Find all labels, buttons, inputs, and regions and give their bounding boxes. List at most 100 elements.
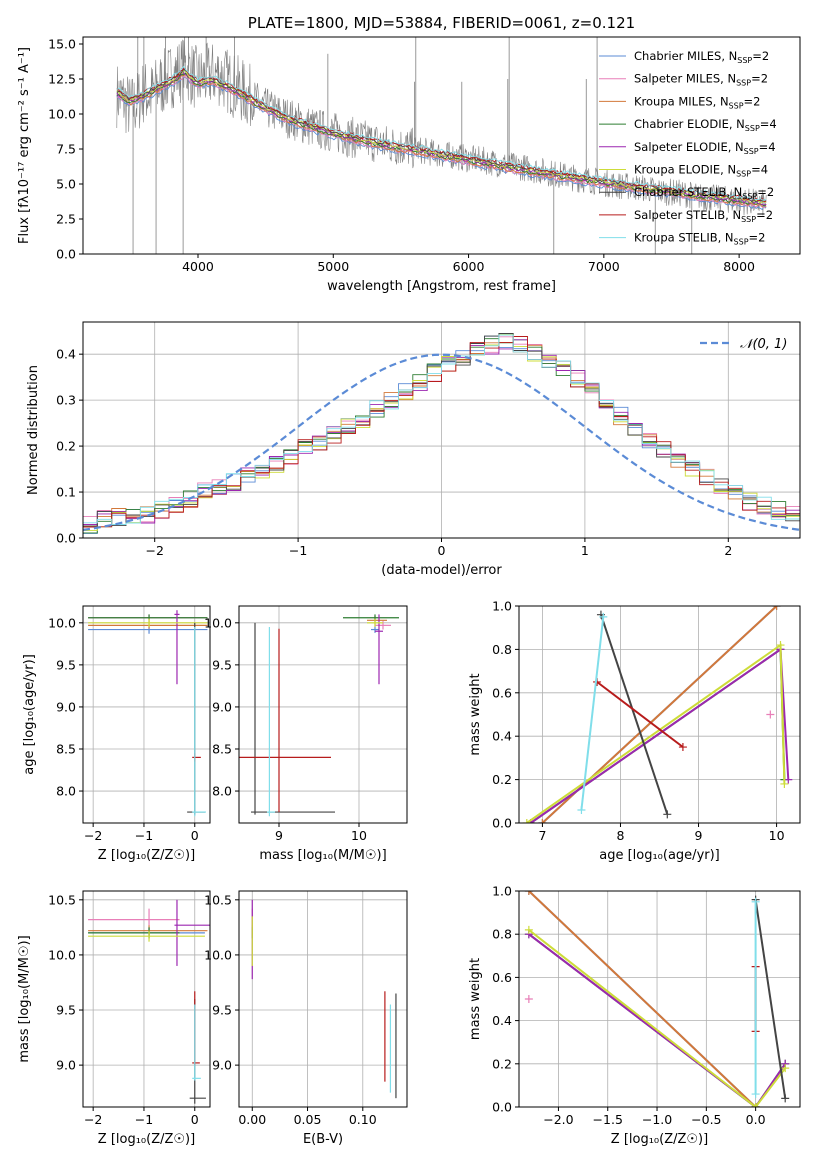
model-line-kroupa-miles (116, 74, 767, 208)
legend-label: Kroupa ELODIE, N (634, 163, 736, 177)
z-age-frame (82, 605, 211, 824)
x-tick-label: 0.10 (349, 1112, 377, 1127)
errorbar-salpeter-stelib (239, 628, 331, 813)
z-mass-axes: −2 −1 0 9.0 9.5 10.0 10.5 Z [log₁₀(Z/Z☉)] mass [… (17, 891, 210, 1147)
y-tick-label: 0.6 (492, 970, 512, 985)
errorbar-kroupa-elodie (367, 618, 383, 628)
x-tick-label: 9 (695, 828, 703, 843)
errorbar-salpeter-miles (88, 614, 208, 623)
legend-label: Salpeter MILES, N (634, 72, 736, 86)
weight-marker (766, 710, 775, 719)
x-tick-label: 0 (191, 828, 199, 843)
y-tick-label: 0.3 (56, 393, 76, 408)
x-axis-label: age [log₁₀(age/yr)] (599, 848, 720, 863)
legend-entry: Kroupa ELODIE, NSSP=4 (634, 163, 768, 179)
errorbar-chabrier-miles (88, 625, 208, 634)
errorbar-chabrier-stelib (251, 622, 335, 815)
x-axis-label: wavelength [Angstrom, rest frame] (327, 279, 556, 294)
x-tick-label: −1 (135, 828, 153, 843)
x-tick-label: 8000 (723, 259, 755, 274)
y-tick-label: 5.0 (56, 177, 76, 192)
weight-marker (781, 1094, 790, 1103)
residuals-grid (83, 322, 800, 539)
legend-sub: SSP (736, 79, 751, 88)
y-tick-label: 0.4 (492, 729, 512, 744)
y-tick-label: 8.5 (56, 741, 76, 756)
x-tick-label: 5000 (317, 259, 349, 274)
y-tick-label: 8.0 (212, 784, 232, 799)
errorbar-kroupa-miles (88, 925, 208, 937)
histogram-kroupa-stelib (83, 334, 800, 538)
ebv-mass-grid (239, 891, 407, 1107)
age-weight-plot-area (522, 606, 793, 823)
x-tick-label: −1.5 (593, 1112, 623, 1127)
y-tick-label: 10.0 (48, 615, 76, 630)
residuals-axes: −2 −1 0 1 2 0.0 0.1 0.2 0.3 0.4 (data-model)/error… (26, 322, 800, 578)
errorbar-salpeter-stelib (192, 753, 201, 762)
legend-tail: =2 (751, 72, 768, 86)
weight-marker (678, 743, 687, 752)
legend-entry: Kroupa STELIB, NSSP=2 (634, 231, 765, 247)
y-axis-label: age [log₁₀(age/yr)] (22, 654, 37, 775)
y-tick-label: 9.0 (212, 699, 232, 714)
y-tick-label: 9.0 (56, 699, 76, 714)
weight-series-salpeter-stelib (593, 677, 687, 752)
weight-series-salpeter-miles (766, 710, 775, 719)
legend-label: Chabrier ELODIE, N (634, 117, 745, 131)
legend-tail: =2 (757, 185, 774, 199)
weight-marker (772, 606, 781, 610)
y-tick-label: 10.0 (48, 107, 76, 122)
x-tick-label: −1 (289, 543, 307, 558)
legend-entry: Chabrier MILES, NSSP=2 (634, 49, 769, 65)
y-tick-label: 1.0 (492, 599, 512, 614)
weight-marker (751, 1103, 760, 1107)
y-axis-label: mass weight (468, 958, 483, 1040)
legend-sub: SSP (742, 192, 757, 201)
y-tick-label: 8.0 (56, 784, 76, 799)
legend-entry: 𝒩(0, 1) (740, 337, 787, 352)
y-tick-label: 9.5 (56, 657, 76, 672)
legend-entry: Salpeter ELODIE, NSSP=4 (634, 140, 776, 156)
y-tick-label: 0.6 (492, 685, 512, 700)
z-weight-axes: −2.0 −1.5 −1.0 −0.5 0.0 0.0 0.2 0.4 0.6 0.8 1.0 Z [… (468, 884, 800, 1147)
x-tick-label: 10 (351, 828, 367, 843)
legend-label: Salpeter STELIB, N (634, 208, 741, 222)
mass-age-plot-area (239, 614, 399, 817)
z-mass-plot-area (88, 899, 210, 1104)
ebv-mass-frame (238, 890, 408, 1108)
x-tick-label: 0 (438, 543, 446, 558)
ebv-mass-plot-area (251, 899, 397, 1099)
x-tick-label: 9 (275, 828, 283, 843)
legend-label: Kroupa MILES, N (634, 94, 729, 108)
legend-tail: =2 (749, 231, 766, 245)
x-tick-label: −1 (135, 1112, 153, 1127)
x-tick-label: 8 (616, 828, 624, 843)
legend-sub: SSP (745, 124, 760, 133)
legend-label: Kroupa STELIB, N (634, 231, 734, 245)
y-tick-label: 0.0 (56, 247, 76, 262)
legend-entry: Salpeter STELIB, NSSP=2 (634, 208, 773, 224)
legend-tail: =4 (760, 117, 777, 131)
legend-entry: Kroupa MILES, NSSP=2 (634, 94, 760, 110)
weight-marker (524, 925, 533, 934)
y-tick-label: 8.5 (212, 741, 232, 756)
errorbar-salpeter-elodie (375, 614, 383, 685)
weight-series-kroupa-miles (524, 891, 760, 1107)
chart-title: PLATE=1800, MJD=53884, FIBERID=0061, z=0… (248, 14, 635, 32)
x-tick-label: 7 (538, 828, 546, 843)
x-axis-label: Z [log₁₀(Z/Z☉)] (611, 1132, 708, 1147)
age-weight-axes: 7 8 9 10 0.0 0.2 0.4 0.6 0.8 1.0 age [log₁₀(age/yr… (468, 599, 800, 863)
weight-series-kroupa-elodie (522, 641, 789, 823)
y-tick-label: 10.0 (48, 947, 76, 962)
z-weight-grid (519, 890, 800, 1108)
mass-age-axes: 9 10 8.0 8.5 9.0 9.5 10.0 mass [log₁₀(M/M☉)] (204, 606, 407, 863)
y-tick-label: 10.5 (204, 892, 232, 907)
model-line-salpeter-stelib (116, 67, 767, 203)
weight-line (528, 933, 787, 1107)
weight-series-kroupa-elodie (524, 925, 790, 1107)
x-tick-label: −2 (84, 828, 102, 843)
weight-marker (751, 1090, 760, 1099)
x-tick-label: 2 (724, 543, 732, 558)
x-tick-label: 1 (581, 543, 589, 558)
